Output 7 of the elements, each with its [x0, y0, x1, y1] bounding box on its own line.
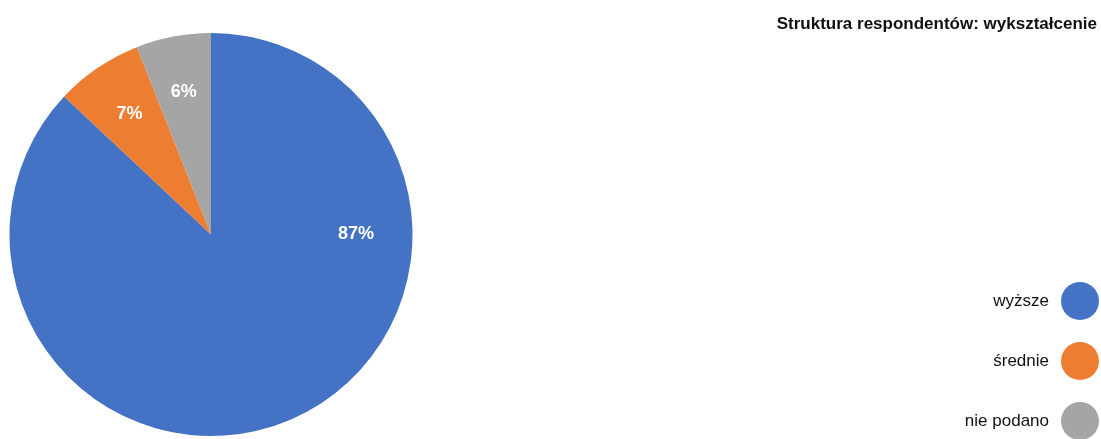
legend-label: wyższe — [993, 291, 1049, 311]
data-label: 7% — [116, 103, 143, 124]
legend-label: średnie — [993, 351, 1049, 371]
legend-label: nie podano — [964, 411, 1049, 431]
chart-title: Struktura respondentów: wykształcenie — [776, 14, 1097, 34]
data-label: 87% — [338, 223, 375, 244]
data-label: 6% — [170, 80, 197, 101]
